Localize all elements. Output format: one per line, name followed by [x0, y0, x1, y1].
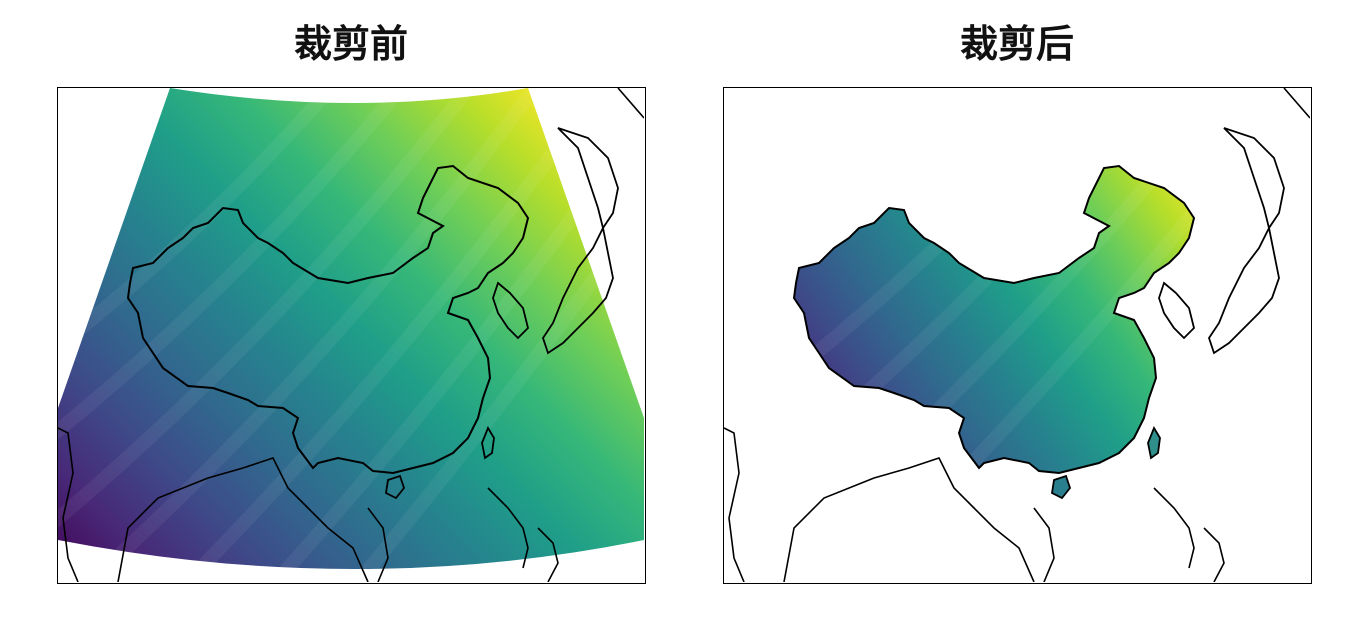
southeast-asia-outline — [58, 427, 559, 582]
title-before-clip: 裁剪前 — [293, 22, 408, 66]
china-boundary — [792, 164, 1196, 475]
japan-outline — [1208, 127, 1285, 355]
hainan-outline — [1051, 474, 1072, 500]
northeast-coast-outline — [617, 88, 644, 119]
map-panel-after-clip — [723, 87, 1312, 584]
china-boundary — [126, 164, 530, 475]
map-after-svg — [724, 88, 1310, 582]
title-after-clip: 裁剪后 — [959, 22, 1074, 66]
japan-outline — [542, 127, 619, 355]
taiwan-outline — [481, 425, 495, 460]
korea-outline — [492, 281, 529, 340]
gradient-field — [58, 88, 644, 569]
map-before-svg — [58, 88, 644, 582]
clipped-gradient-bands — [794, 166, 1194, 473]
taiwan-outline — [1147, 425, 1161, 460]
southeast-asia-outline — [724, 427, 1225, 582]
map-panel-before-clip — [57, 87, 646, 584]
hainan-outline — [385, 474, 406, 500]
korea-outline — [1158, 281, 1195, 340]
northeast-coast-outline — [1283, 88, 1310, 119]
